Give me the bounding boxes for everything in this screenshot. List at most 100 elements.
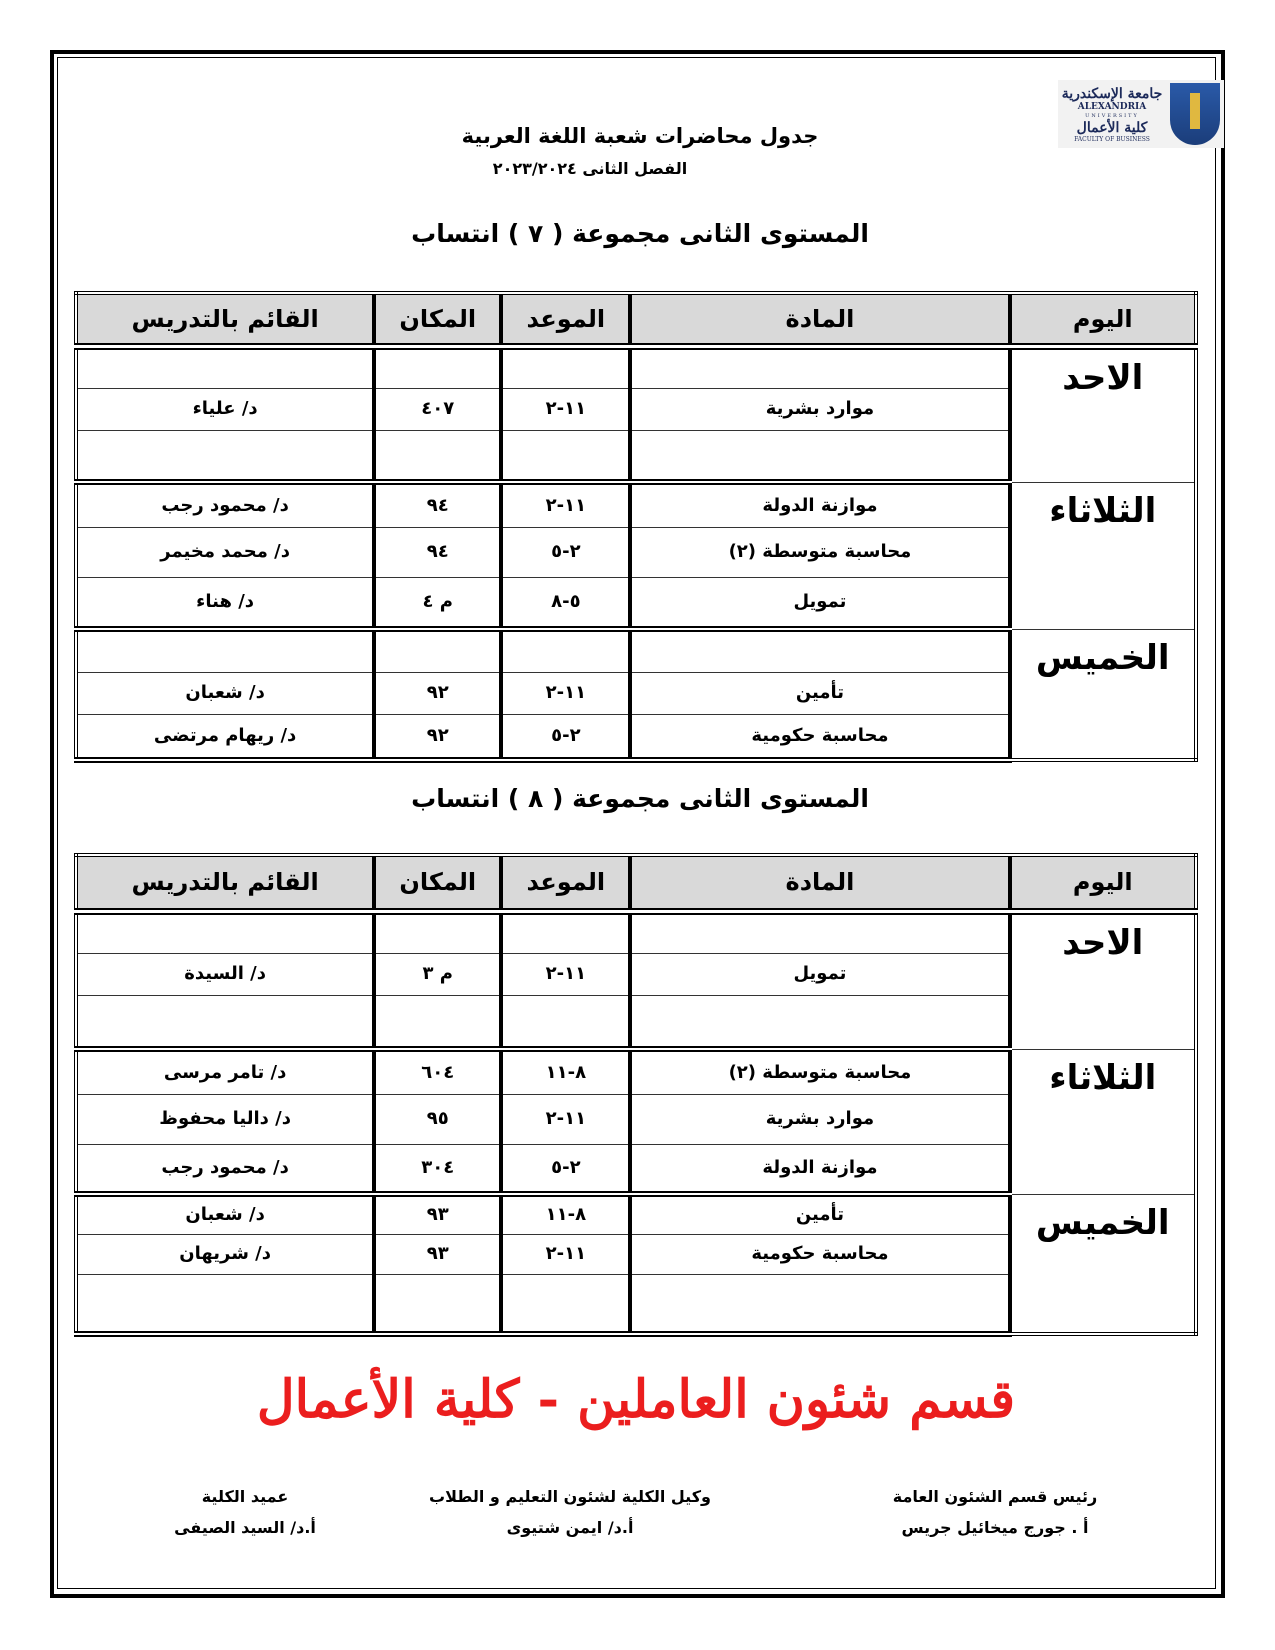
instructor-cell [73,430,377,485]
instructor-text: د/ شعبان [185,682,265,703]
time-text: ١١-٢ [545,682,587,703]
instructor-cell [73,995,377,1052]
subject-cell [628,346,1012,389]
subject-cell [628,911,1012,954]
place-text: ٩٢ [426,724,449,746]
table-row: محاسبة حكومية ٢-٥ ٩٢ د/ ريهام مرتضى [73,714,1196,763]
place-text: ٩٤ [426,541,449,562]
instructor-cell: د/ شريهان [73,1234,377,1275]
subject-text: محاسبة متوسطة (٢) [728,541,912,562]
table-row: موارد بشرية ١١-٢ ٤٠٧ د/ علياء [73,388,1196,431]
instructor-cell: د/ تامر مرسى [73,1049,377,1095]
place-cell: ٩٢ [372,672,504,715]
time-cell: ٨-١١ [499,1194,633,1235]
signature-name: أ . جورج ميخائيل جريس [901,1518,1089,1537]
instructor-cell: د/ داليا محفوظ [73,1094,377,1145]
table-row: موارد بشرية ١١-٢ ٩٥ د/ داليا محفوظ [73,1094,1196,1145]
place-cell: ٩٥ [372,1094,504,1145]
signature-name: أ.د/ السيد الصيفى [174,1518,316,1537]
subject-text: تمويل [793,590,847,612]
university-logo: جامعة الإسكندرية ALEXANDRIA UNIVERSITY ك… [1058,80,1224,148]
subject-cell: موازنة الدولة [628,1144,1012,1197]
time-text: ١١-٢ [545,494,587,516]
time-cell [499,346,633,389]
place-cell: م ٤ [372,577,504,632]
instructor-cell [73,911,377,954]
subject-cell: محاسبة متوسطة (٢) [628,527,1012,578]
page-inner-border [57,57,1216,1589]
table-row: الخميس تأمين ٨-١١ ٩٣ د/ شعبان [73,1194,1199,1335]
time-text: ٨-١١ [545,1204,587,1226]
header-row: اليوم المادة الموعد المكان القائم بالتدريس [73,293,1199,350]
signature-role: عميد الكلية [201,1487,289,1506]
time-text: ٢-٥ [551,541,581,562]
instructor-cell: د/ شعبان [73,1194,377,1235]
subject-text: تمويل [793,963,847,984]
subject-cell: محاسبة متوسطة (٢) [628,1049,1012,1095]
table-row [73,995,1196,1052]
column-header: المادة [628,293,1012,350]
place-text: ٦٠٤ [421,1061,455,1083]
page-border [50,50,1225,1598]
time-cell [499,629,633,673]
subject-text: موازنة الدولة [762,1156,878,1178]
time-text: ٨-١١ [545,1061,587,1083]
place-cell: ٩٤ [372,527,504,578]
subject-cell: موازنة الدولة [628,482,1012,528]
instructor-cell: د/ علياء [73,388,377,431]
instructor-text: د/ تامر مرسى [163,1061,287,1083]
place-text: م ٤ [422,590,453,612]
subject-cell: موارد بشرية [628,1094,1012,1145]
day-cell: الثلاثاء [1007,482,1199,630]
instructor-text: د/ محمد مخيمر [160,541,290,562]
time-text: ١١-٢ [545,1108,587,1129]
subject-text: محاسبة حكومية [751,724,889,746]
time-text: ١١-٢ [545,963,587,984]
place-text: ٩٥ [426,1108,449,1129]
time-cell [499,995,633,1052]
place-text: م ٣ [422,963,453,984]
subject-text: تأمين [795,1204,845,1226]
table-row: الثلاثاء محاسبة متوسطة (٢) ٨-١١ ٦٠٤ د/ تامر … [73,1049,1199,1195]
instructor-text: د/ محمود رجب [161,494,289,516]
instructor-text: د/ السيدة [184,963,266,984]
table-row: الاحد [73,346,1199,483]
subject-cell: تمويل [628,577,1012,632]
time-text: ١١-٢ [545,1243,587,1264]
subject-cell [628,995,1012,1052]
place-text: ٩٣ [426,1243,449,1264]
place-cell: ٩٣ [372,1234,504,1275]
place-text: ٣٠٤ [421,1156,455,1178]
table-row: الثلاثاء موازنة الدولة ١١-٢ ٩٤ د/ محمود رجب [73,482,1199,630]
instructor-text: د/ شريهان [179,1243,271,1264]
time-text: ٢-٥ [551,1156,581,1178]
day-cell: الاحد [1007,346,1199,483]
signature-vice-dean: وكيل الكلية لشئون التعليم و الطلاب أ.د/ … [380,1481,760,1543]
time-cell [499,430,633,485]
time-cell [499,911,633,954]
table-row: تمويل ١١-٢ م ٣ د/ السيدة [73,953,1196,996]
subject-cell: تأمين [628,1194,1012,1235]
place-text: ٤٠٧ [421,398,455,419]
day-cell: الخميس [1007,1194,1199,1335]
group-heading-1: المستوى الثانى مجموعة ( ٧ ) انتساب [411,219,869,248]
place-cell: م ٣ [372,953,504,996]
place-cell [372,629,504,673]
place-cell [372,1274,504,1337]
instructor-text: د/ علياء [192,398,258,419]
signature-role: رئيس قسم الشئون العامة [892,1487,1098,1506]
subject-text: تأمين [795,682,845,703]
table-row: الاحد [73,911,1199,1050]
subject-text: محاسبة متوسطة (٢) [728,1061,912,1083]
instructor-text: د/ هناء [196,590,255,612]
instructor-text: د/ شعبان [185,1204,265,1226]
instructor-text: د/ داليا محفوظ [159,1108,291,1129]
table-row: تمويل ٥-٨ م ٤ د/ هناء [73,577,1196,632]
time-text: ٢-٥ [551,724,581,746]
time-cell: ٢-٥ [499,1144,633,1197]
instructor-cell: د/ شعبان [73,672,377,715]
instructor-cell [73,1274,377,1337]
table-row [73,430,1196,485]
place-cell: ٩٣ [372,1194,504,1235]
day-cell: الخميس [1007,629,1199,761]
